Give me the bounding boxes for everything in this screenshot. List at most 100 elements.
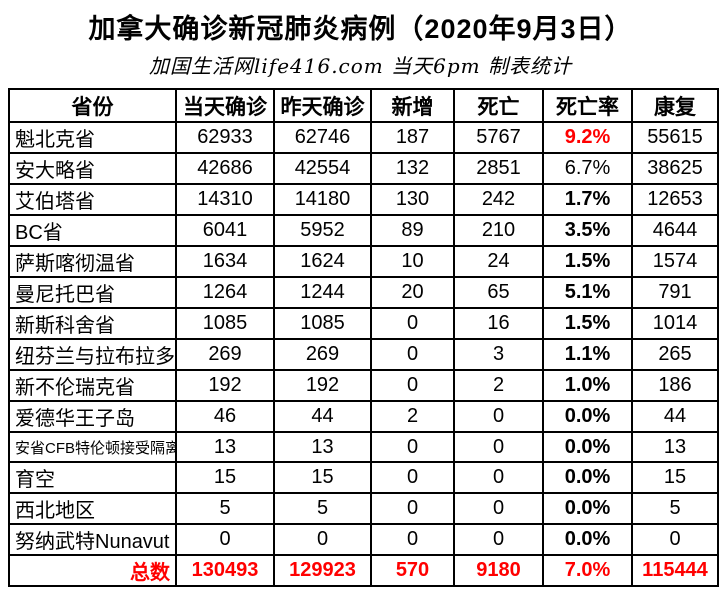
cell-total-new-cases: 570 <box>370 554 455 587</box>
cell-province: 艾伯塔省 <box>8 183 177 216</box>
cell-new-cases: 89 <box>370 214 455 247</box>
cell-recovered: 4644 <box>631 214 719 247</box>
cell-new-cases: 0 <box>370 431 455 463</box>
cell-today-confirmed: 0 <box>175 523 275 556</box>
cell-deaths: 2 <box>453 369 544 402</box>
cell-deaths: 24 <box>453 245 544 278</box>
cell-deaths: 0 <box>453 461 544 494</box>
cell-death-rate: 5.1% <box>542 276 633 309</box>
cell-total-yesterday-confirmed: 129923 <box>273 554 372 587</box>
cell-recovered: 1014 <box>631 307 719 340</box>
cell-recovered: 791 <box>631 276 719 309</box>
cell-deaths: 210 <box>453 214 544 247</box>
cell-province: 西北地区 <box>8 492 177 525</box>
cell-today-confirmed: 14310 <box>175 183 275 216</box>
cell-recovered: 5 <box>631 492 719 525</box>
cell-yesterday-confirmed: 269 <box>273 338 372 371</box>
total-row: 总数 130493 129923 570 9180 7.0% 115444 <box>8 554 719 587</box>
cell-today-confirmed: 5 <box>175 492 275 525</box>
cell-total-deaths: 9180 <box>453 554 544 587</box>
cell-today-confirmed: 269 <box>175 338 275 371</box>
cell-new-cases: 10 <box>370 245 455 278</box>
header-row: 省份 当天确诊 昨天确诊 新增 死亡 死亡率 康复 <box>8 88 719 123</box>
table-row-bc: BC省 6041 5952 89 210 3.5% 4644 <box>8 214 719 247</box>
col-header-province: 省份 <box>8 88 177 123</box>
cell-province: 魁北克省 <box>8 121 177 154</box>
cell-province: 爱德华王子岛 <box>8 400 177 433</box>
cell-new-cases: 0 <box>370 523 455 556</box>
cell-recovered: 55615 <box>631 121 719 154</box>
cell-province: 新斯科舍省 <box>8 307 177 340</box>
page-title: 加拿大确诊新冠肺炎病例（2020年9月3日） <box>88 14 633 44</box>
cell-yesterday-confirmed: 13 <box>273 431 372 463</box>
table-row-quebec: 魁北克省 62933 62746 187 5767 9.2% 55615 <box>8 121 719 154</box>
cell-death-rate: 3.5% <box>542 214 633 247</box>
cell-recovered: 0 <box>631 523 719 556</box>
cell-province: 育空 <box>8 461 177 494</box>
cell-death-rate: 1.1% <box>542 338 633 371</box>
col-header-deaths: 死亡 <box>453 88 544 123</box>
cell-death-rate: 1.7% <box>542 183 633 216</box>
cell-province: 纽芬兰与拉布拉多 <box>8 338 177 371</box>
cell-total-death-rate: 7.0% <box>542 554 633 587</box>
cell-death-rate: 1.0% <box>542 369 633 402</box>
cell-recovered: 44 <box>631 400 719 433</box>
cell-yesterday-confirmed: 42554 <box>273 152 372 185</box>
cell-new-cases: 0 <box>370 369 455 402</box>
table-row-yukon: 育空 15 15 0 0 0.0% 15 <box>8 461 719 494</box>
cell-yesterday-confirmed: 5 <box>273 492 372 525</box>
table-row-manitoba: 曼尼托巴省 1264 1244 20 65 5.1% 791 <box>8 276 719 309</box>
cell-death-rate: 0.0% <box>542 523 633 556</box>
cell-death-rate: 1.5% <box>542 307 633 340</box>
cell-new-cases: 0 <box>370 307 455 340</box>
cell-death-rate: 0.0% <box>542 492 633 525</box>
cell-yesterday-confirmed: 1624 <box>273 245 372 278</box>
cell-total-recovered: 115444 <box>631 554 719 587</box>
cell-recovered: 186 <box>631 369 719 402</box>
table-row-nunavut: 努纳武特Nunavut 0 0 0 0 0.0% 0 <box>8 523 719 556</box>
cell-province: 曼尼托巴省 <box>8 276 177 309</box>
cell-new-cases: 187 <box>370 121 455 154</box>
cell-new-cases: 130 <box>370 183 455 216</box>
cell-yesterday-confirmed: 44 <box>273 400 372 433</box>
table-row-pei: 爱德华王子岛 46 44 2 0 0.0% 44 <box>8 400 719 433</box>
table-row-northwest-territories: 西北地区 5 5 0 0 0.0% 5 <box>8 492 719 525</box>
cell-today-confirmed: 1264 <box>175 276 275 309</box>
cell-recovered: 15 <box>631 461 719 494</box>
cell-recovered: 13 <box>631 431 719 463</box>
cell-province: 安省CFB特伦顿接受隔离 <box>8 431 177 463</box>
cell-recovered: 1574 <box>631 245 719 278</box>
cell-death-rate: 1.5% <box>542 245 633 278</box>
cell-today-confirmed: 13 <box>175 431 275 463</box>
cell-deaths: 2851 <box>453 152 544 185</box>
cell-death-rate: 0.0% <box>542 400 633 433</box>
cell-province: 安大略省 <box>8 152 177 185</box>
page: 加拿大确诊新冠肺炎病例（2020年9月3日） 加国生活网life416.com … <box>0 7 721 587</box>
cell-yesterday-confirmed: 15 <box>273 461 372 494</box>
cell-deaths: 0 <box>453 431 544 463</box>
table-row-saskatchewan: 萨斯喀彻温省 1634 1624 10 24 1.5% 1574 <box>8 245 719 278</box>
col-header-today-confirmed: 当天确诊 <box>175 88 275 123</box>
cell-yesterday-confirmed: 0 <box>273 523 372 556</box>
cell-deaths: 242 <box>453 183 544 216</box>
cell-recovered: 265 <box>631 338 719 371</box>
cell-new-cases: 2 <box>370 400 455 433</box>
cell-yesterday-confirmed: 192 <box>273 369 372 402</box>
covid-cases-table: 省份 当天确诊 昨天确诊 新增 死亡 死亡率 康复 魁北克省 62933 627… <box>8 88 719 587</box>
cell-total-today-confirmed: 130493 <box>175 554 275 587</box>
cell-today-confirmed: 42686 <box>175 152 275 185</box>
cell-province: 新不伦瑞克省 <box>8 369 177 402</box>
cell-recovered: 12653 <box>631 183 719 216</box>
cell-death-rate: 0.0% <box>542 431 633 463</box>
cell-new-cases: 132 <box>370 152 455 185</box>
cell-deaths: 3 <box>453 338 544 371</box>
cell-death-rate: 6.7% <box>542 152 633 185</box>
cell-deaths: 0 <box>453 400 544 433</box>
cell-today-confirmed: 62933 <box>175 121 275 154</box>
table-row-new-brunswick: 新不伦瑞克省 192 192 0 2 1.0% 186 <box>8 369 719 402</box>
cell-death-rate: 9.2% <box>542 121 633 154</box>
cell-yesterday-confirmed: 1085 <box>273 307 372 340</box>
cell-total-label: 总数 <box>8 554 177 587</box>
cell-new-cases: 20 <box>370 276 455 309</box>
cell-new-cases: 0 <box>370 461 455 494</box>
